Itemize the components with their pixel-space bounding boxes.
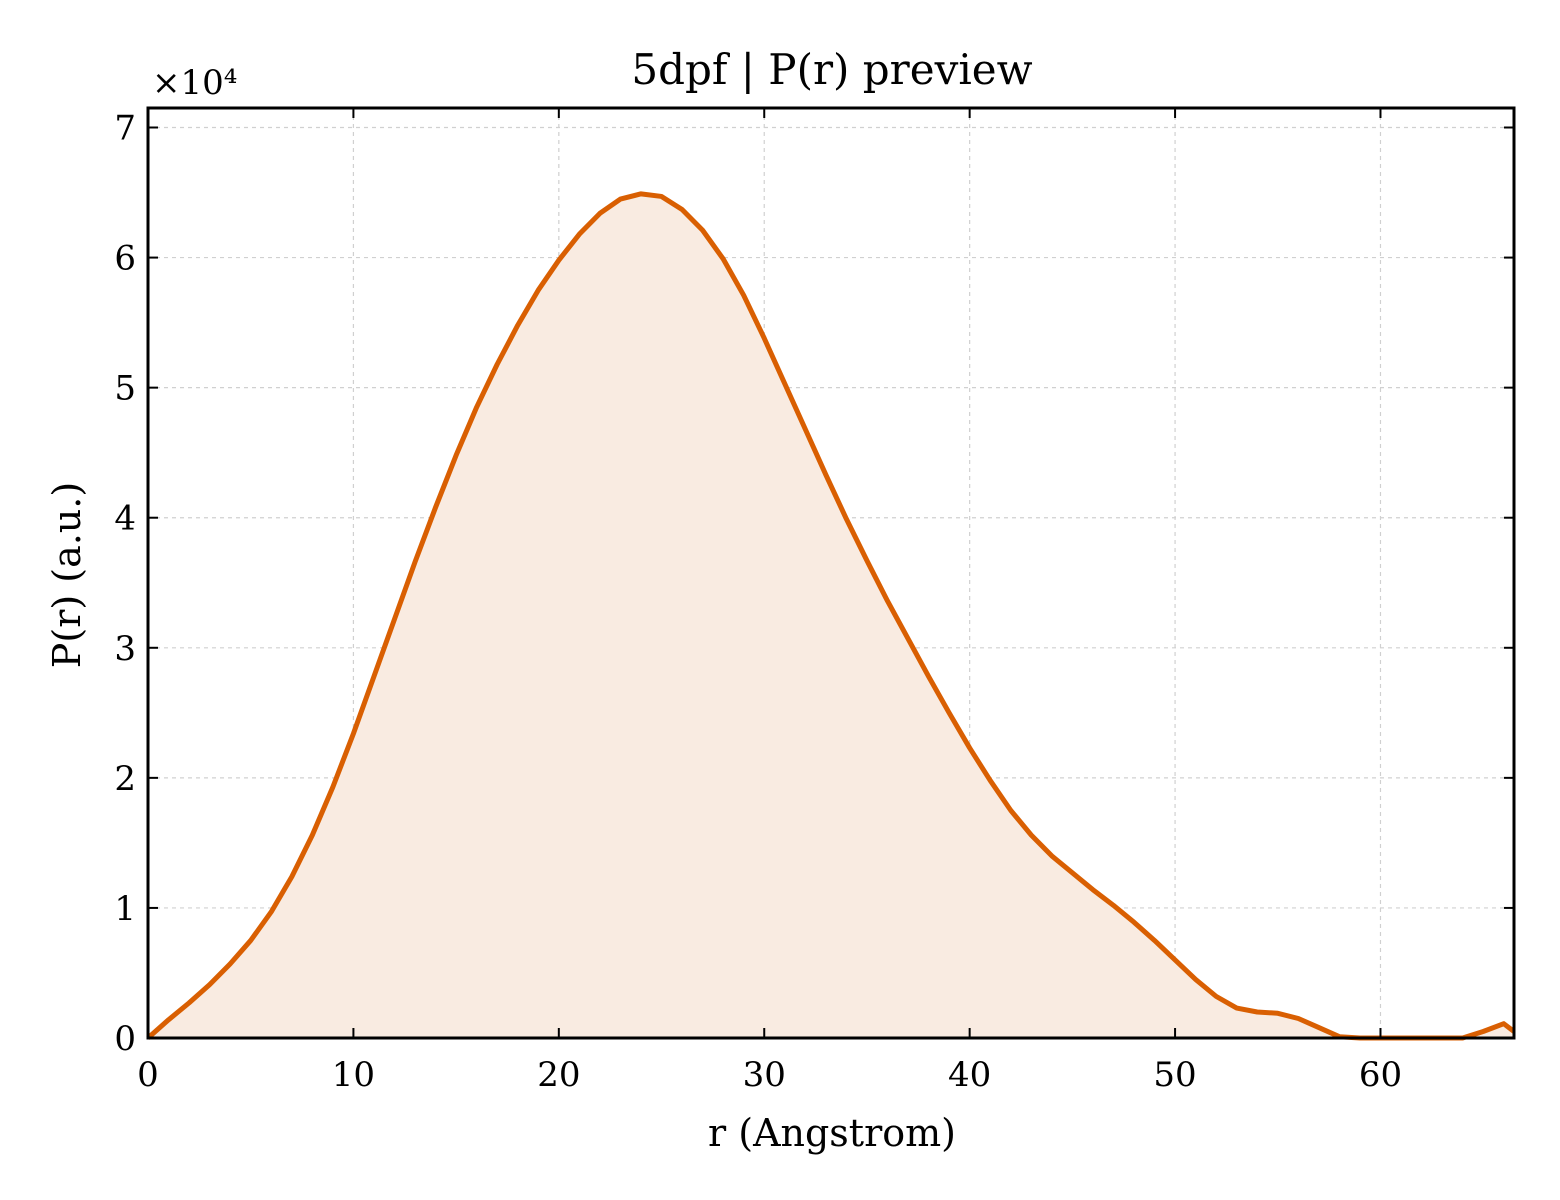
series-line	[146, 191, 1516, 1041]
y-tick-label: 2	[114, 759, 136, 799]
y-tick-label: 6	[114, 239, 136, 279]
x-axis-label: r (Angstrom)	[708, 1111, 956, 1155]
x-tick-label: 20	[537, 1055, 580, 1095]
x-tick-label: 0	[137, 1055, 159, 1095]
y-tick-label: 7	[114, 109, 136, 149]
y-tick-label: 1	[114, 889, 136, 929]
y-tick-label: 3	[114, 629, 136, 669]
x-tick-label: 60	[1359, 1055, 1402, 1095]
x-tick-label: 40	[948, 1055, 991, 1095]
x-tick-label: 50	[1153, 1055, 1196, 1095]
y-axis-multiplier: ×10⁴	[152, 63, 237, 103]
y-tick-label: 0	[114, 1019, 136, 1059]
plot-area	[146, 191, 1516, 1041]
x-tick-label: 10	[332, 1055, 375, 1095]
axis-ticks: 0 10 20 30 40 50 60 0 1 2 3 4 5 6 7	[114, 108, 1514, 1095]
y-axis-label: P(r) (a.u.)	[45, 482, 89, 668]
chart-title: 5dpf | P(r) preview	[631, 45, 1032, 94]
y-tick-label: 4	[114, 499, 136, 539]
area-fill	[148, 193, 1514, 1039]
y-tick-label: 5	[114, 369, 136, 409]
plot-frame	[146, 106, 1516, 1040]
x-tick-label: 30	[743, 1055, 786, 1095]
